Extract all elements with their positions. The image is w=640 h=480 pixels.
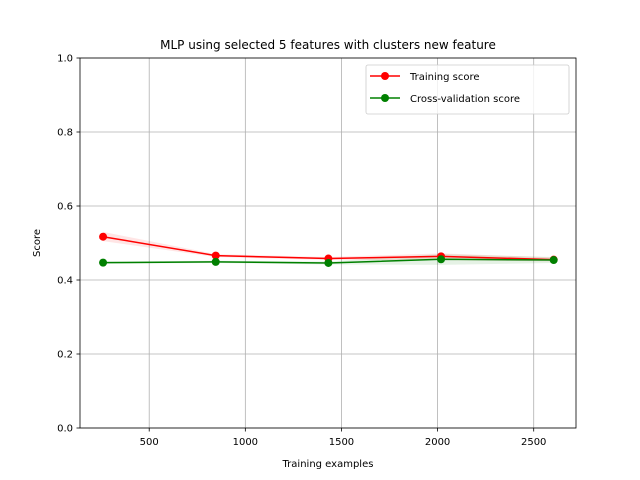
point-series-1 xyxy=(211,257,220,266)
legend-marker-cross-validation xyxy=(381,94,389,102)
x-axis-label: Training examples xyxy=(282,459,374,470)
point-series-1 xyxy=(549,256,558,265)
point-series-1 xyxy=(99,258,108,267)
x-tick-label: 1000 xyxy=(233,437,258,448)
y-axis-label: Score xyxy=(32,229,43,257)
x-tick-label: 2500 xyxy=(521,437,546,448)
series-lines xyxy=(99,232,558,267)
legend-label-training: Training score xyxy=(409,72,480,83)
legend: Training score Cross-validation score xyxy=(365,64,570,115)
y-tick-label: 0.2 xyxy=(57,350,73,361)
legend-item-training: Training score xyxy=(370,72,480,83)
x-tick-label: 500 xyxy=(140,437,159,448)
point-series-1 xyxy=(437,255,446,264)
legend-label-cross-validation: Cross-validation score xyxy=(410,94,520,105)
y-tick-label: 0.4 xyxy=(57,276,73,287)
point-series-1 xyxy=(324,258,333,267)
y-tick-label: 1.0 xyxy=(57,54,73,65)
legend-marker-training xyxy=(381,72,389,80)
axis-ticks: 500 1000 1500 2000 2500 0.0 0.2 0.4 0.6 0.8 1.0 xyxy=(57,54,546,449)
x-tick-label: 1500 xyxy=(329,437,354,448)
chart-title: MLP using selected 5 features with clust… xyxy=(160,38,496,52)
point-series-0 xyxy=(99,232,108,241)
y-tick-label: 0.0 xyxy=(57,424,73,435)
x-tick-label: 2000 xyxy=(425,437,450,448)
point-series-0 xyxy=(211,251,220,260)
plot-frame xyxy=(79,57,577,429)
y-tick-label: 0.6 xyxy=(57,202,73,213)
legend-item-cross-validation: Cross-validation score xyxy=(370,94,520,105)
legend-box xyxy=(365,64,570,115)
y-tick-label: 0.8 xyxy=(57,128,73,139)
